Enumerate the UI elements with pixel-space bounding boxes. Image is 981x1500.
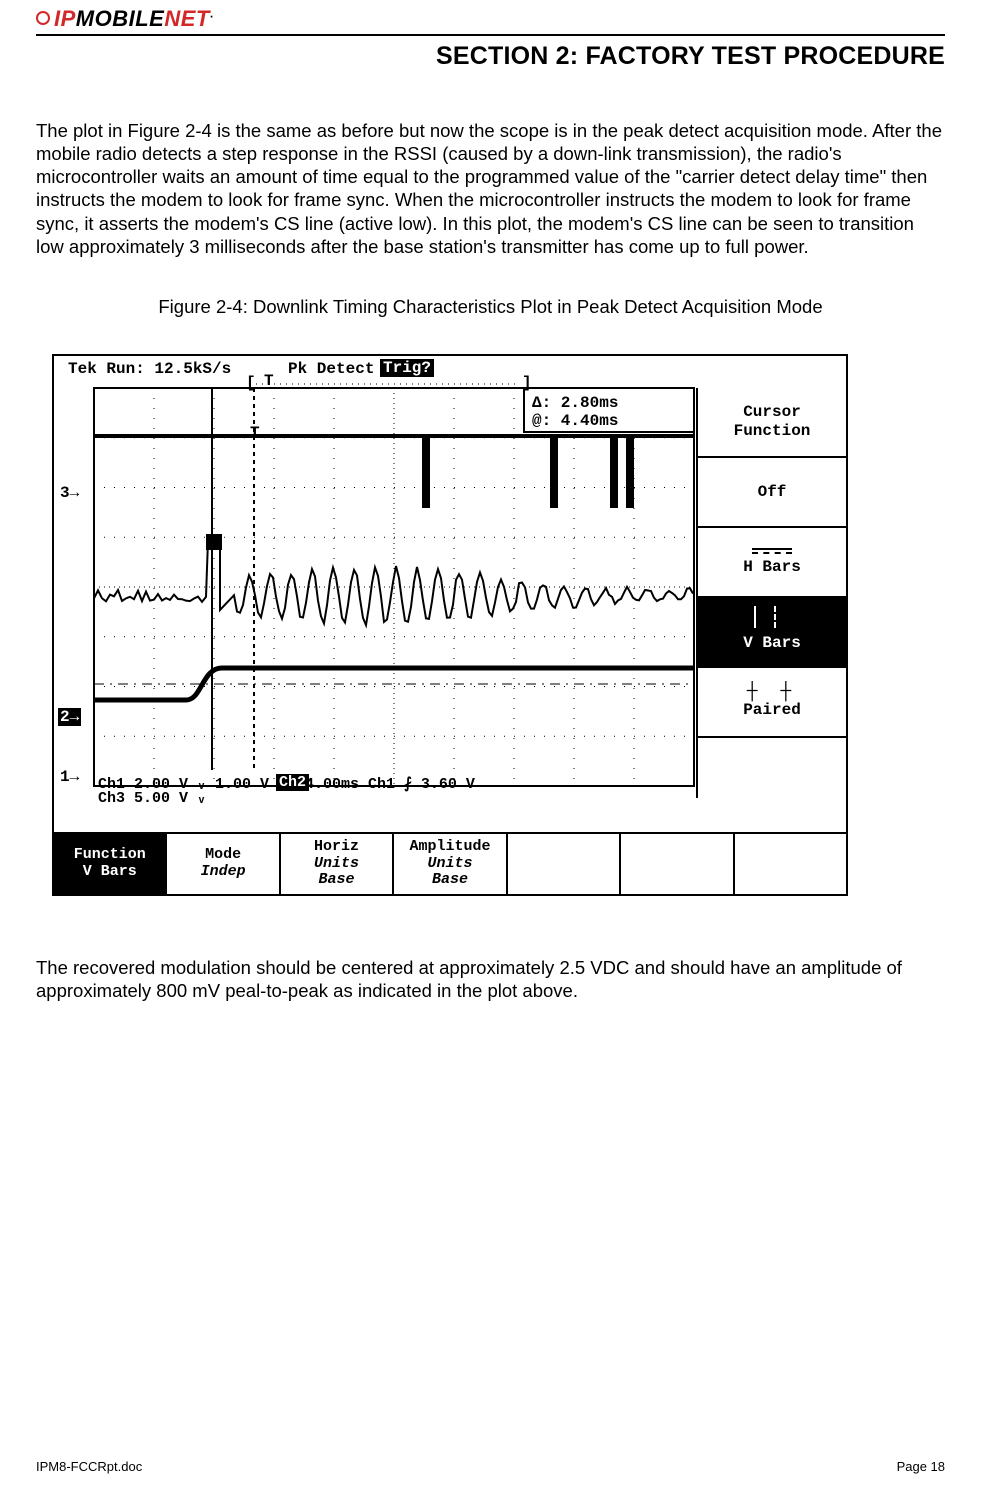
ch3-marker: 3→ xyxy=(60,484,79,502)
bottom-menu-cell-6 xyxy=(735,834,846,894)
cursor-menu-hbars[interactable]: H Bars xyxy=(698,526,846,596)
vbar-solid-icon xyxy=(754,606,756,628)
vbar-dash-icon xyxy=(774,606,776,628)
footer-filename: IPM8-FCCRpt.doc xyxy=(36,1459,142,1474)
ch2-marker: 2→ xyxy=(58,708,81,726)
bracket-left: [ xyxy=(246,374,256,392)
paragraph-1: The plot in Figure 2-4 is the same as be… xyxy=(36,119,945,258)
paragraph-2: The recovered modulation should be cente… xyxy=(36,956,945,1002)
ch2-inverted-label: Ch2 xyxy=(276,774,309,791)
bottom-menu-cell-0[interactable]: FunctionV Bars xyxy=(54,834,167,894)
bottom-menu-cell-5 xyxy=(621,834,734,894)
logo-net: NET xyxy=(164,6,210,31)
at-readout: @: 4.40ms xyxy=(532,412,618,430)
cursor-menu-paired[interactable]: ┼ ┼ Paired xyxy=(698,666,846,736)
bracket-right: ] xyxy=(522,374,532,392)
logo-mobile: MOBILE xyxy=(76,6,165,31)
cursor-menu-title-l1: Cursor xyxy=(743,403,801,421)
cursor-menu-empty xyxy=(698,736,846,798)
logo-ip: IP xyxy=(54,6,76,31)
company-logo: IPMOBILENET. xyxy=(36,6,214,32)
hbar-dash-icon xyxy=(752,552,792,554)
cursor-menu-title-l2: Function xyxy=(734,422,811,440)
bottom-menu-cell-4 xyxy=(508,834,621,894)
bottom-menu: FunctionV BarsModeIndepHorizUnitsBaseAmp… xyxy=(54,832,846,894)
hbar-solid-icon xyxy=(752,548,792,550)
cursor-menu-title: Cursor Function xyxy=(698,388,846,456)
trig-status-label: Trig? xyxy=(380,359,434,377)
page-footer: IPM8-FCCRpt.doc Page 18 xyxy=(36,1459,945,1474)
cursor-menu-off[interactable]: Off xyxy=(698,456,846,526)
page-header: IPMOBILENET. xyxy=(36,0,945,34)
paired-icon: ┼ ┼ xyxy=(747,684,797,700)
bottom-menu-cell-2[interactable]: HorizUnitsBase xyxy=(281,834,394,894)
logo-bullet-icon xyxy=(36,11,50,25)
cursor-function-menu: Cursor Function Off H Bars V Bars xyxy=(696,388,846,798)
figure-caption: Figure 2-4: Downlink Timing Characterist… xyxy=(36,296,945,318)
oscilloscope-figure: Tek Run: 12.5kS/s Pk Detect Trig? [ T ] … xyxy=(52,354,945,896)
cursor-menu-vbars[interactable]: V Bars xyxy=(698,596,846,666)
t-marker-grid: T xyxy=(250,424,260,442)
oscilloscope-frame: Tek Run: 12.5kS/s Pk Detect Trig? [ T ] … xyxy=(52,354,848,896)
section-title: SECTION 2: FACTORY TEST PROCEDURE xyxy=(36,42,945,71)
header-rule xyxy=(36,34,945,36)
readout-line2: Ch3 5.00 V ᵥ xyxy=(98,790,206,807)
ch1-marker: 1→ xyxy=(60,768,79,786)
pk-detect-label: Pk Detect xyxy=(288,360,374,378)
footer-page-number: Page 18 xyxy=(897,1459,945,1474)
bottom-menu-cell-3[interactable]: AmplitudeUnitsBase xyxy=(394,834,507,894)
delta-readout: Δ: 2.80ms xyxy=(532,394,618,412)
tek-run-label: Tek Run: 12.5kS/s xyxy=(68,360,231,378)
t-marker-top: T xyxy=(264,372,274,390)
bottom-menu-cell-1[interactable]: ModeIndep xyxy=(167,834,280,894)
oscilloscope-plot-area: Tek Run: 12.5kS/s Pk Detect Trig? [ T ] … xyxy=(54,356,846,832)
